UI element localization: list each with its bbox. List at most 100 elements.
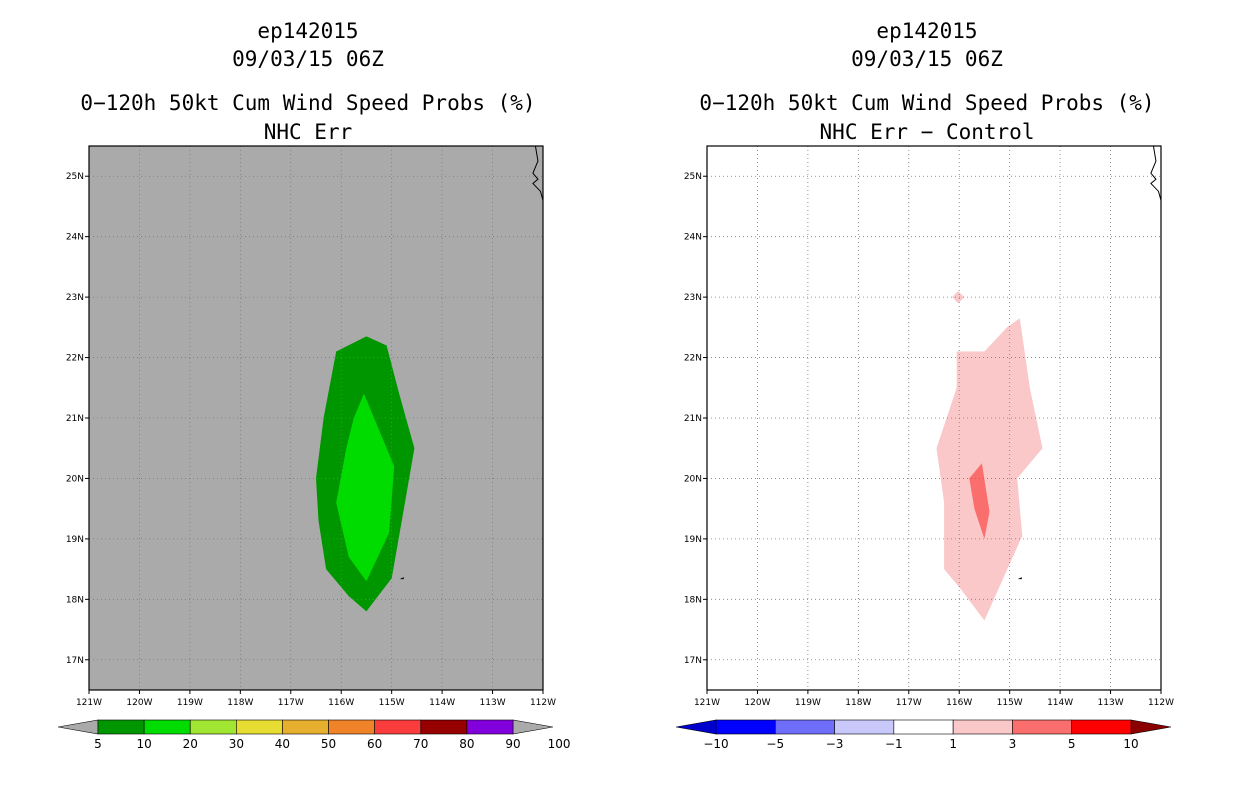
y-tick-label: 18N xyxy=(66,595,84,605)
x-tick-label: 121W xyxy=(694,698,720,708)
colorbar-end-triangle xyxy=(57,719,99,735)
colorbar-label: 1 xyxy=(949,737,957,751)
x-tick-label: 121W xyxy=(76,698,102,708)
colorbar-swatch xyxy=(952,719,1013,735)
colorbar-swatch xyxy=(774,719,835,735)
y-tick-label: 22N xyxy=(684,354,702,364)
x-tick-label: 119W xyxy=(177,698,203,708)
y-tick-label: 20N xyxy=(684,474,702,484)
right-chart-title: 0−120h 50kt Cum Wind Speed Probs (%) xyxy=(699,91,1155,115)
y-tick-label: 25N xyxy=(684,172,702,182)
contour-fill-0 xyxy=(936,318,1043,621)
colorbar-label: 90 xyxy=(505,737,520,751)
colorbar-end-triangle xyxy=(512,719,554,735)
left-colorbar: 5 10 20 30 40 50 60 70 80 90 100 xyxy=(57,719,571,751)
left-map-panel: 121W 120W 119W 118W 117W 116W 115W 114W 113W 112W… xyxy=(66,145,556,708)
colorbar-swatch xyxy=(834,719,895,735)
colorbar-swatch xyxy=(189,719,237,735)
colorbar-label: 50 xyxy=(321,737,336,751)
right-chart-subtitle: NHC Err − Control xyxy=(819,120,1035,144)
x-tick-label: 119W xyxy=(795,698,821,708)
y-tick-label: 25N xyxy=(66,172,84,182)
y-tick-label: 19N xyxy=(684,535,702,545)
colorbar-label: 20 xyxy=(183,737,198,751)
y-tick-label: 24N xyxy=(66,233,84,243)
right-map-panel: 121W 120W 119W 118W 117W 116W 115W 114W 113W 112W… xyxy=(684,145,1174,708)
y-tick-label: 17N xyxy=(66,656,84,666)
colorbar-label: −3 xyxy=(826,737,844,751)
colorbar-label: 60 xyxy=(367,737,382,751)
y-tick-label: 17N xyxy=(684,656,702,666)
x-tick-label: 112W xyxy=(1148,698,1174,708)
colorbar-swatch xyxy=(143,719,191,735)
y-tick-label: 22N xyxy=(66,354,84,364)
colorbar-end-triangle xyxy=(1130,719,1172,735)
colorbar-swatch xyxy=(420,719,468,735)
y-tick-label: 21N xyxy=(66,414,84,424)
colorbar-label: 5 xyxy=(94,737,102,751)
plot-background xyxy=(89,146,543,690)
x-tick-label: 112W xyxy=(530,698,556,708)
x-tick-label: 114W xyxy=(429,698,455,708)
coastline xyxy=(532,145,544,201)
left-chart-title: 0−120h 50kt Cum Wind Speed Probs (%) xyxy=(80,91,536,115)
left-chart-subtitle: NHC Err xyxy=(263,120,353,144)
colorbar-label: 80 xyxy=(459,737,474,751)
island-marker xyxy=(399,577,404,580)
coastline xyxy=(1150,145,1162,201)
contour-fill-1 xyxy=(952,291,965,304)
colorbar-label: 100 xyxy=(548,737,571,751)
x-tick-label: 116W xyxy=(328,698,354,708)
colorbar-swatch xyxy=(236,719,283,735)
x-tick-label: 115W xyxy=(379,698,405,708)
y-tick-label: 23N xyxy=(66,293,84,303)
colorbar-end-triangle xyxy=(675,719,717,735)
colorbar-swatch xyxy=(1012,719,1073,735)
island-marker xyxy=(1017,577,1022,580)
x-tick-label: 118W xyxy=(845,698,871,708)
y-tick-label: 21N xyxy=(684,414,702,424)
colorbar-swatch xyxy=(282,719,329,735)
contour-fill-2 xyxy=(969,463,990,539)
plot-background xyxy=(707,146,1161,690)
y-tick-label: 19N xyxy=(66,535,84,545)
x-tick-label: 117W xyxy=(896,698,922,708)
x-tick-label: 120W xyxy=(744,698,770,708)
right-datetime: 09/03/15 06Z xyxy=(851,47,1003,71)
colorbar-label: −1 xyxy=(885,737,903,751)
y-tick-label: 24N xyxy=(684,233,702,243)
colorbar-label: −5 xyxy=(766,737,784,751)
x-tick-label: 118W xyxy=(227,698,253,708)
x-tick-label: 120W xyxy=(126,698,152,708)
colorbar-swatch xyxy=(893,719,954,735)
colorbar-label: 10 xyxy=(136,737,151,751)
x-tick-label: 116W xyxy=(946,698,972,708)
right-storm-id: ep142015 xyxy=(876,19,978,43)
y-tick-label: 20N xyxy=(66,474,84,484)
colorbar-label: 70 xyxy=(413,737,428,751)
left-storm-id: ep142015 xyxy=(257,19,359,43)
colorbar-swatch xyxy=(466,719,514,735)
colorbar-swatch xyxy=(328,719,375,735)
x-tick-label: 117W xyxy=(278,698,304,708)
colorbar-label: 3 xyxy=(1009,737,1017,751)
colorbar-swatch xyxy=(1071,719,1132,735)
y-tick-label: 18N xyxy=(684,595,702,605)
colorbar-swatch xyxy=(374,719,422,735)
colorbar-swatch xyxy=(715,719,776,735)
colorbar-swatch xyxy=(97,719,145,735)
colorbar-label: 40 xyxy=(275,737,290,751)
x-tick-label: 113W xyxy=(480,698,506,708)
contour-fill-1 xyxy=(336,393,395,582)
colorbar-label: 30 xyxy=(229,737,244,751)
y-tick-label: 23N xyxy=(684,293,702,303)
colorbar-label: 10 xyxy=(1123,737,1138,751)
right-colorbar: −10 −5 −3 −1 1 3 5 10 xyxy=(675,719,1172,751)
x-tick-label: 113W xyxy=(1098,698,1124,708)
colorbar-label: 5 xyxy=(1068,737,1076,751)
left-datetime: 09/03/15 06Z xyxy=(232,47,384,71)
x-tick-label: 115W xyxy=(997,698,1023,708)
colorbar-label: −10 xyxy=(703,737,728,751)
x-tick-label: 114W xyxy=(1047,698,1073,708)
